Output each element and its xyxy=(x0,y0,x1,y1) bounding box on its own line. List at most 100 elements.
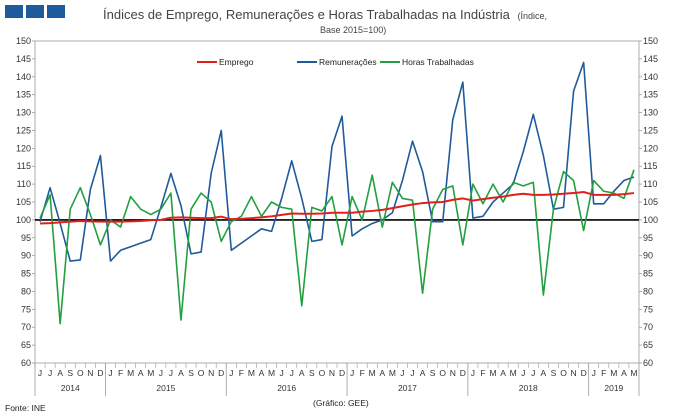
x-tick-year: 2016 xyxy=(277,383,296,393)
y-tick-right: 100 xyxy=(643,215,658,225)
x-tick-month: A xyxy=(500,368,506,378)
y-tick-left: 125 xyxy=(16,125,31,135)
logo-bar-2 xyxy=(26,5,44,18)
x-tick-month: N xyxy=(87,368,93,378)
y-tick-right: 140 xyxy=(643,72,658,82)
series xyxy=(39,61,635,325)
x-tick-month: J xyxy=(290,368,294,378)
x-tick-month: F xyxy=(360,368,365,378)
y-tick-left: 150 xyxy=(16,36,31,46)
x-tick-year: 2019 xyxy=(604,383,623,393)
x-tick-year: 2017 xyxy=(398,383,417,393)
x-tick-month: S xyxy=(430,368,436,378)
x-tick-month: D xyxy=(460,368,466,378)
x-tick-month: A xyxy=(379,368,385,378)
x-tick-month: J xyxy=(159,368,163,378)
x-tick-month: D xyxy=(581,368,587,378)
x-tick-month: J xyxy=(48,368,52,378)
y-tick-right: 115 xyxy=(643,161,657,171)
x-tick-month: J xyxy=(169,368,173,378)
x-tick-month: J xyxy=(521,368,525,378)
legend-label: Emprego xyxy=(219,57,254,67)
x-tick-month: J xyxy=(280,368,284,378)
x-tick-month: M xyxy=(510,368,517,378)
x-tick-month: M xyxy=(630,368,637,378)
y-tick-left: 85 xyxy=(21,269,31,279)
y-tick-right: 90 xyxy=(643,251,653,261)
x-tick-month: O xyxy=(439,368,446,378)
x-tick-month: J xyxy=(592,368,596,378)
legend-label: Horas Trabalhadas xyxy=(402,57,474,67)
chart-credit: (Gráfico: GEE) xyxy=(313,398,369,408)
legend-label: Remunerações xyxy=(319,57,377,67)
y-tick-right: 85 xyxy=(643,269,653,279)
legend: Emprego Remunerações Horas Trabalhadas xyxy=(197,57,474,67)
y-tick-right: 120 xyxy=(643,143,658,153)
y-tick-right: 75 xyxy=(643,304,653,314)
y-tick-right: 130 xyxy=(643,108,658,118)
y-tick-right: 105 xyxy=(643,197,658,207)
x-tick-month: S xyxy=(188,368,194,378)
y-tick-left: 90 xyxy=(21,251,31,261)
x-tick-month: M xyxy=(489,368,496,378)
chart-title-sub: (Índice, xyxy=(517,11,547,21)
x-tick-month: F xyxy=(601,368,606,378)
plot-frame xyxy=(34,40,640,364)
logo-bar-3 xyxy=(47,5,65,18)
x-tick-month: M xyxy=(147,368,154,378)
x-tick-month: N xyxy=(450,368,456,378)
x-tick-month: O xyxy=(560,368,567,378)
x-tick-month: M xyxy=(268,368,275,378)
x-tick-month: A xyxy=(57,368,63,378)
y-tick-left: 120 xyxy=(16,143,31,153)
y-tick-right: 135 xyxy=(643,90,658,100)
x-tick-month: F xyxy=(480,368,485,378)
y-tick-left: 145 xyxy=(16,54,31,64)
x-tick-month: J xyxy=(471,368,475,378)
x-tick-month: J xyxy=(410,368,414,378)
x-tick-month: N xyxy=(570,368,576,378)
logo-bars xyxy=(5,5,65,18)
y-tick-right: 65 xyxy=(643,340,653,350)
x-tick-month: A xyxy=(420,368,426,378)
y-tick-right: 70 xyxy=(643,322,653,332)
y-tick-right: 60 xyxy=(643,358,653,368)
series-line-2 xyxy=(39,169,635,325)
x-tick-month: M xyxy=(610,368,617,378)
x-tick-month: J xyxy=(38,368,42,378)
x-tick-month: S xyxy=(67,368,73,378)
y-tick-left: 80 xyxy=(21,286,31,296)
y-tick-left: 75 xyxy=(21,304,31,314)
axes: 60 60 65 65 70 70 75 75 80 80 85 85 90 90 95 95 100 100 10… xyxy=(16,36,658,396)
x-tick-month: F xyxy=(239,368,244,378)
x-tick-month: A xyxy=(621,368,627,378)
y-tick-left: 135 xyxy=(16,90,31,100)
logo-bar-1 xyxy=(5,5,23,18)
y-tick-right: 145 xyxy=(643,54,658,64)
y-tick-left: 130 xyxy=(16,108,31,118)
y-tick-left: 110 xyxy=(17,179,31,189)
chart-title: Índices de Emprego, Remunerações e Horas… xyxy=(103,7,547,22)
y-tick-left: 95 xyxy=(21,233,31,243)
x-tick-year: 2018 xyxy=(519,383,538,393)
y-tick-right: 110 xyxy=(643,179,657,189)
y-tick-left: 65 xyxy=(21,340,31,350)
x-tick-month: O xyxy=(198,368,205,378)
x-tick-month: A xyxy=(299,368,305,378)
x-tick-month: D xyxy=(97,368,103,378)
x-tick-month: O xyxy=(319,368,326,378)
x-tick-month: D xyxy=(218,368,224,378)
x-tick-month: S xyxy=(309,368,315,378)
x-tick-year: 2014 xyxy=(61,383,80,393)
x-tick-month: F xyxy=(118,368,123,378)
x-tick-month: M xyxy=(369,368,376,378)
series-line-1 xyxy=(39,61,635,262)
y-tick-left: 115 xyxy=(17,161,31,171)
x-tick-month: J xyxy=(531,368,535,378)
x-tick-month: M xyxy=(248,368,255,378)
series-line-0 xyxy=(39,190,635,225)
x-tick-month: A xyxy=(178,368,184,378)
x-tick-month: D xyxy=(339,368,345,378)
x-tick-month: A xyxy=(541,368,547,378)
